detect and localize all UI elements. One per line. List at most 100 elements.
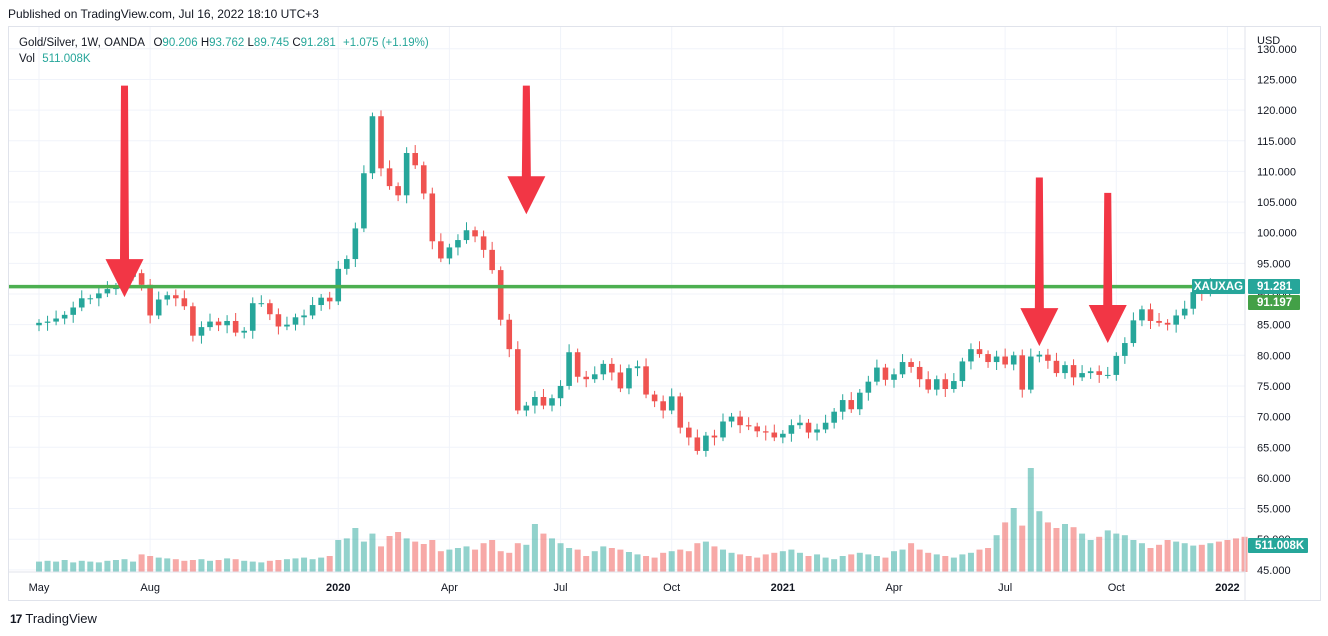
candle-body [455,240,461,248]
candle [557,380,564,407]
volume-bar [292,558,299,572]
candle [1087,367,1094,379]
volume-bar [531,524,538,572]
candle-body [609,363,615,373]
volume-bar [335,540,342,572]
volume-bar [36,561,42,572]
chart-frame[interactable] [8,26,1321,601]
volume-bar [925,552,932,572]
legend-low-label: L [247,37,254,49]
volume-bar [702,541,709,572]
candle-body [523,405,530,411]
volume-bar [762,554,769,572]
candle-body [258,303,265,305]
candle [232,313,239,337]
candle-body [1096,371,1102,375]
volume-bar [591,551,598,572]
volume-bar [1198,544,1205,572]
volume-bar [908,543,915,572]
candle-body [207,321,213,328]
candle-body [634,366,641,369]
candle [703,431,709,457]
candle [472,226,478,243]
volume-bar [1044,522,1051,572]
candle [463,222,470,244]
volume-bar [369,533,376,572]
candle [1096,365,1102,383]
volume-bar [480,543,487,572]
volume-bar [61,560,68,572]
candle [1181,300,1188,320]
candle [660,395,666,419]
price-tick-label: 110.000 [1257,166,1296,178]
volume-bar [720,549,726,572]
volume-bar [1130,540,1137,572]
candle-body [908,362,914,367]
volume-bar [805,556,812,572]
volume-bar [395,532,402,572]
candle-body [147,284,153,316]
candle [942,373,949,397]
candle-body [703,435,709,451]
candle [181,290,188,310]
candle-body [241,330,247,333]
candle [515,341,521,415]
volume-bar [976,549,983,572]
candle [908,358,914,373]
candle-body [899,362,906,375]
footer-brand-text: TradingView [25,611,97,626]
candle-body [369,116,376,174]
volume-bar [660,552,667,572]
volume-bar [711,546,718,572]
candle-body [549,398,555,406]
candle [617,364,624,393]
volume-bar [1002,522,1009,572]
candle [1079,365,1085,382]
candle-body [1164,322,1171,325]
volume-bar [737,554,744,572]
candle-body [1139,309,1145,321]
candle-body [848,400,855,410]
candle [53,310,59,326]
candle-body [985,354,991,363]
candle [1147,303,1154,329]
candle-body [686,427,692,438]
candle-body [1019,355,1026,390]
candle [96,287,102,307]
candle [899,354,906,378]
price-tick-label: 75.000 [1257,381,1291,393]
candle-body [882,367,889,380]
candle [113,282,119,295]
candle-body [155,299,162,316]
symbol-tag-box [1192,279,1245,294]
candle [215,317,222,332]
candle-body [446,247,453,259]
candle-body [1028,356,1034,390]
candle [267,299,273,321]
volume-bar [608,548,615,572]
candle-body [566,352,572,386]
volume-bar [309,559,316,572]
candle [335,260,342,306]
volume-bar [1233,538,1239,572]
candle [1164,319,1171,331]
candle-body [951,381,957,390]
candle [634,360,641,377]
candle [797,414,803,429]
candle [771,424,778,442]
candle-body [959,361,966,382]
candle [378,110,384,177]
candle [87,294,94,305]
candle-body [249,303,256,331]
volume-bar [1019,525,1026,572]
candle-body [1079,373,1085,378]
candle-body [515,349,521,411]
candle-body [780,433,786,438]
legend-vol-label: Vol [19,53,35,65]
tradingview-logo-icon: 17 [10,612,22,626]
volume-bar [172,559,179,572]
price-tick-label: 130.000 [1257,44,1297,56]
candle [600,360,607,381]
time-tick-label: Oct [1108,582,1125,594]
